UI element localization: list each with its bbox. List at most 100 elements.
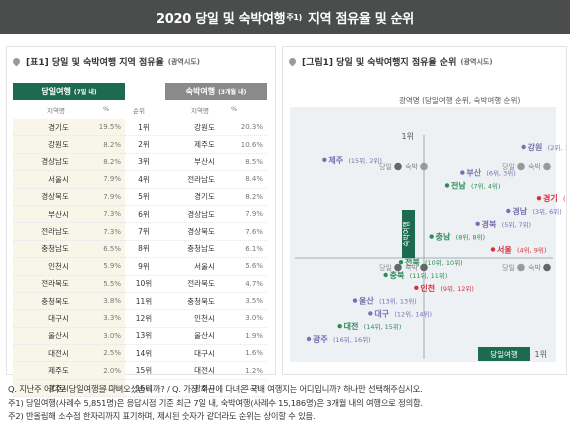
day-share-pct: 7.3% (103, 227, 121, 236)
point-label-rank: (10위, 10위) (425, 259, 463, 267)
point-label-rank: (15위, 2위) (348, 157, 382, 165)
stay-row: 대전시 1.2% (165, 362, 267, 380)
stay-share-pct: 8.4% (245, 175, 263, 184)
day-region-name: 강원도 (48, 140, 69, 150)
stay-share-pct: 7.6% (245, 227, 263, 236)
data-point-2 (460, 170, 465, 175)
quad-top-left-day-face-icon (394, 162, 402, 171)
quad-bottom-left-stay-label: 숙박 (405, 263, 418, 272)
stay-trip-label-sub: (3개월 내) (218, 89, 247, 96)
stay-share-pct: 6.1% (245, 244, 263, 253)
stay-row: 부산시 8.5% (165, 154, 267, 172)
stay-row: 대구시 1.6% (165, 345, 267, 363)
day-share-pct: 3.0% (103, 331, 121, 340)
day-row: 부산시 7.3% (13, 206, 125, 224)
day-share-pct: 2.0% (103, 366, 121, 375)
day-region-name: 전라남도 (41, 227, 69, 237)
day-region-name: 충청북도 (41, 296, 69, 306)
table-title-text: [표1] 당일 및 숙박여행 지역 점유율 (26, 58, 164, 68)
day-col-pct: % (103, 105, 110, 113)
rank-label: 10위 (135, 279, 153, 289)
stay-share-pct: 7.9% (245, 210, 263, 219)
quad-bottom-right-stay-face-icon (543, 263, 551, 272)
footer-question: Q. 지난주 어디로 당일여행을 다녀오셨습니까? / Q. 가장 최근에 다녀… (8, 384, 423, 394)
point-label-rank: (13위, 13위) (379, 298, 417, 306)
rank-label: 16위 (135, 383, 153, 393)
point-label-name: 충북 (390, 270, 405, 280)
stay-region-name: 전라북도 (187, 279, 215, 289)
point-label-name: 제주 (328, 155, 343, 165)
stay-share-pct: 1.9% (245, 331, 263, 340)
data-point-10 (383, 272, 388, 278)
day-row: 경기도 19.5% (13, 119, 125, 137)
x-axis-title: 당일여행 (490, 349, 518, 359)
header-title: 2020 당일 및 숙박여행 (156, 11, 286, 27)
table-panel-title: [표1] 당일 및 숙박여행 지역 점유율 (광역시도) (11, 55, 200, 68)
day-row: 경상북도 7.9% (13, 189, 125, 206)
point-label-rank: (6위, 3위) (486, 170, 515, 178)
day-share-pct: 5.5% (103, 279, 121, 288)
day-share-pct: 7.9% (103, 192, 121, 201)
day-share-pct: 3.3% (103, 314, 121, 323)
rank-cell: 12위 (125, 310, 163, 328)
stay-region-name: 강원도 (194, 122, 215, 132)
stay-row: 경기도 8.2% (165, 189, 267, 206)
rank-label: 9위 (138, 261, 150, 271)
stay-row: 울산시 1.9% (165, 328, 267, 346)
quad-top-left-stay-label: 숙박 (405, 162, 418, 171)
day-region-name: 전라북도 (41, 279, 69, 289)
stay-row: 충청북도 3.5% (165, 293, 267, 311)
stay-region-name: 경상남도 (187, 209, 215, 219)
data-point-14 (337, 324, 342, 329)
rank-label: 14위 (135, 348, 153, 358)
stay-share-pct: 1.6% (245, 349, 263, 358)
rank-label: 8위 (138, 244, 150, 254)
point-label-rank: (3위, 6위) (532, 208, 561, 216)
stay-region-name: 경기도 (194, 192, 215, 202)
stay-share-pct: 4.7% (245, 279, 263, 288)
rank-cell: 5위 (125, 189, 163, 206)
footer-notes: Q. 지난주 어디로 당일여행을 다녀오셨습니까? / Q. 가장 최근에 다녀… (8, 383, 423, 424)
day-region-name: 부산시 (48, 209, 69, 219)
header-title-suffix: 지역 점유율 및 순위 (308, 11, 414, 27)
rank-label: 1위 (138, 122, 150, 132)
point-label-rank: (7위, 4위) (471, 182, 500, 190)
day-row: 경상남도 8.2% (13, 154, 125, 172)
rank-label: 11위 (135, 296, 153, 306)
rank-cell: 11위 (125, 293, 163, 311)
stay-region-name: 대구시 (194, 348, 215, 358)
day-trip-header: 당일여행 (7일 내) (13, 83, 125, 100)
stay-trip-table: 강원도 20.3% 제주도 10.6% 부산시 8.5% 전라남도 8.4% 경기도 8.2% 경상… (165, 119, 267, 398)
rank-cell: 1위 (125, 119, 163, 137)
data-point-1 (322, 157, 327, 162)
rank-label: 15위 (135, 366, 153, 376)
rank-cell: 7위 (125, 223, 163, 241)
point-label-rank: (16위, 16위) (333, 336, 371, 344)
day-col-region: 지역명 (47, 107, 65, 115)
stay-col-pct: % (231, 105, 238, 113)
day-share-pct: 19.5% (98, 123, 121, 132)
quad-top-right-stay-face-icon (543, 162, 551, 171)
rank-label: 13위 (135, 331, 153, 341)
chart-subtitle: 광역명 (당일여행 순위, 숙박여행 순위) (399, 96, 521, 105)
stay-share-pct: 5.6% (245, 262, 263, 271)
table-panel: [표1] 당일 및 숙박여행 지역 점유율 (광역시도) 당일여행 (7일 내) … (6, 46, 276, 398)
point-label-rank: (2위, 1위) (548, 144, 566, 152)
stay-row: 전라북도 4.7% (165, 276, 267, 293)
day-share-pct: 2.5% (103, 349, 121, 358)
day-row: 대구시 3.3% (13, 310, 125, 328)
day-trip-label: 당일여행 (41, 87, 71, 96)
point-label-name: 전북 (405, 257, 420, 267)
day-row: 제주도 2.0% (13, 362, 125, 380)
stay-share-pct: 3.5% (245, 297, 263, 306)
rank-cell: 10위 (125, 276, 163, 293)
stay-share-pct: 10.6% (240, 140, 263, 149)
stay-region-name: 부산시 (194, 157, 215, 167)
point-label-rank: (12위, 14위) (394, 310, 432, 318)
stay-row: 광주시 1.0% (165, 380, 267, 398)
chart-panel: [그림1] 당일 및 숙박여행지 점유율 순위 (광역시도) 광역명 (당일여행… (282, 46, 567, 375)
quad-bottom-left-day-face-icon (394, 263, 402, 272)
rank-cell: 13위 (125, 328, 163, 346)
stay-region-name: 울산시 (194, 331, 215, 341)
point-label-rank: (5위, 7위) (502, 221, 531, 229)
